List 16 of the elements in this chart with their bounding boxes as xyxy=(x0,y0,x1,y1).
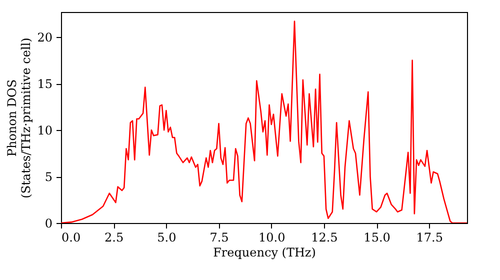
x-tick-label: 15.0 xyxy=(364,230,390,244)
x-tick-label: 7.5 xyxy=(210,230,229,244)
x-tick-label: 12.5 xyxy=(311,230,338,244)
y-tick-label: 20 xyxy=(37,30,52,45)
x-axis-title: Frequency (THz) xyxy=(213,246,316,260)
x-tick-label: 2.5 xyxy=(104,230,124,244)
x-tick-label: 10.0 xyxy=(258,230,286,244)
x-tick-label: 17.5 xyxy=(416,230,443,244)
y-tick-label: 5 xyxy=(44,170,52,184)
y-tick-label: 15 xyxy=(37,77,52,92)
y-tick-label: 0 xyxy=(44,216,52,230)
y-axis-title: Phonon DOS (States/THz·primitive cell) xyxy=(5,38,34,198)
x-tick-label: 5.0 xyxy=(157,230,176,244)
x-tick-label: 0.0 xyxy=(62,230,81,244)
line-series xyxy=(61,20,467,223)
y-tick-label: 10 xyxy=(37,124,52,138)
